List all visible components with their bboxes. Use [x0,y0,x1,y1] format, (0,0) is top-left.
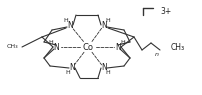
Text: N: N [115,42,121,51]
Text: Co: Co [82,42,94,51]
Text: H: H [106,17,110,23]
Text: H: H [106,70,110,76]
Text: N: N [101,21,107,30]
Text: N: N [53,42,59,51]
Text: N: N [101,63,107,72]
Text: H: H [66,70,70,76]
Text: n: n [155,53,159,57]
Text: N: N [69,63,75,72]
Text: H: H [64,17,68,23]
Text: CH₃: CH₃ [171,42,185,51]
Text: CH₃: CH₃ [6,44,18,49]
Text: 3+: 3+ [160,6,171,15]
Text: H: H [121,40,125,44]
Text: H: H [49,40,53,44]
Text: N: N [67,21,73,30]
